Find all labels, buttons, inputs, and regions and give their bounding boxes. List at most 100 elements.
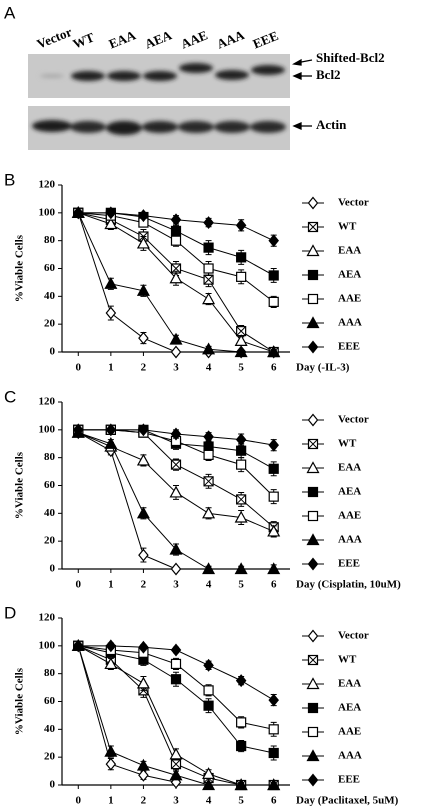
marker bbox=[202, 506, 216, 519]
x-tick-label: 1 bbox=[108, 795, 114, 807]
marker-shape bbox=[236, 740, 247, 752]
marker-shape bbox=[136, 284, 150, 296]
marker-shape bbox=[308, 655, 318, 665]
x-tick-label: 1 bbox=[108, 579, 114, 591]
marker bbox=[73, 206, 84, 220]
marker-shape bbox=[268, 234, 279, 248]
marker-shape bbox=[235, 433, 247, 447]
marker-shape bbox=[307, 726, 319, 738]
marker bbox=[138, 423, 149, 437]
marker bbox=[307, 438, 319, 450]
marker bbox=[268, 463, 279, 474]
marker-shape bbox=[138, 209, 149, 223]
marker bbox=[203, 216, 214, 230]
legend-label: WT bbox=[338, 654, 357, 666]
marker-shape bbox=[171, 759, 181, 769]
series-line bbox=[78, 432, 177, 570]
y-tick-label: 40 bbox=[44, 507, 56, 519]
marker bbox=[203, 242, 214, 253]
y-tick-label: 120 bbox=[39, 612, 56, 624]
legend-label: EAA bbox=[338, 462, 361, 474]
panel-label: D bbox=[4, 603, 16, 622]
marker-shape bbox=[169, 485, 183, 498]
marker bbox=[138, 331, 149, 345]
marker bbox=[169, 271, 183, 284]
band-label: Actin bbox=[316, 117, 347, 132]
lane-label: EAA bbox=[107, 27, 139, 51]
marker-shape bbox=[170, 427, 182, 441]
marker bbox=[268, 296, 279, 307]
x-tick-label: 3 bbox=[173, 579, 179, 591]
marker bbox=[105, 206, 117, 220]
marker-shape bbox=[234, 562, 248, 575]
y-tick-label: 80 bbox=[44, 667, 56, 679]
marker bbox=[307, 557, 319, 571]
marker bbox=[170, 674, 182, 685]
y-tick-label: 120 bbox=[39, 179, 56, 191]
marker bbox=[170, 759, 182, 770]
marker-shape bbox=[307, 340, 319, 354]
marker-shape bbox=[203, 242, 214, 253]
marker-shape bbox=[104, 217, 118, 230]
marker-shape bbox=[73, 639, 84, 653]
band-label: Shifted-Bcl2 bbox=[316, 50, 385, 65]
legend-label: WT bbox=[338, 221, 357, 233]
legend-label: EEE bbox=[338, 341, 360, 353]
marker bbox=[104, 277, 118, 289]
marker bbox=[136, 453, 150, 466]
marker bbox=[307, 269, 319, 281]
marker bbox=[170, 213, 182, 227]
x-tick-label: 2 bbox=[141, 795, 147, 807]
marker bbox=[235, 218, 247, 232]
legend-label: AAE bbox=[338, 293, 361, 305]
marker-shape bbox=[267, 345, 281, 358]
marker-shape bbox=[268, 463, 279, 474]
marker bbox=[138, 209, 149, 223]
y-tick-label: 100 bbox=[39, 423, 56, 435]
panel-label: A bbox=[4, 3, 16, 22]
marker bbox=[203, 658, 214, 672]
marker-shape bbox=[136, 758, 150, 771]
lane-label: AAA bbox=[215, 27, 247, 52]
marker-shape bbox=[268, 296, 279, 307]
marker-shape bbox=[307, 629, 319, 643]
marker bbox=[268, 747, 279, 759]
lane-label: AEA bbox=[143, 27, 175, 51]
marker bbox=[234, 778, 248, 791]
marker-shape bbox=[138, 640, 149, 654]
marker-shape bbox=[236, 445, 247, 456]
x-tick-label: 1 bbox=[108, 362, 114, 374]
marker bbox=[235, 674, 247, 688]
marker-shape bbox=[138, 768, 149, 782]
marker-shape bbox=[236, 459, 247, 470]
marker bbox=[105, 757, 117, 771]
y-axis-label: %Viable Cells bbox=[14, 667, 26, 735]
y-tick-label: 0 bbox=[50, 563, 56, 575]
marker bbox=[169, 485, 183, 498]
marker-shape bbox=[203, 449, 214, 460]
marker-shape bbox=[308, 439, 318, 449]
blot-bands bbox=[32, 120, 286, 135]
marker bbox=[138, 640, 149, 654]
x-axis-label: Day (Cisplatin, 10uM) bbox=[296, 579, 401, 591]
marker-shape bbox=[203, 263, 214, 274]
lane-label: Vector bbox=[35, 24, 75, 52]
marker bbox=[236, 271, 247, 282]
y-tick-label: 60 bbox=[44, 479, 56, 491]
x-tick-label: 4 bbox=[206, 579, 212, 591]
marker bbox=[307, 654, 319, 666]
legend-label: Vector bbox=[338, 414, 369, 426]
marker bbox=[307, 702, 319, 714]
marker bbox=[169, 332, 183, 345]
marker bbox=[307, 510, 319, 522]
marker-shape bbox=[236, 252, 247, 263]
marker-shape bbox=[170, 643, 182, 657]
legend-label: AAA bbox=[338, 317, 362, 329]
marker bbox=[169, 747, 183, 760]
marker-shape bbox=[307, 293, 319, 305]
marker-shape bbox=[169, 768, 183, 781]
legend-label: EAA bbox=[338, 245, 361, 257]
marker-shape bbox=[202, 778, 216, 791]
marker-shape bbox=[307, 702, 319, 714]
